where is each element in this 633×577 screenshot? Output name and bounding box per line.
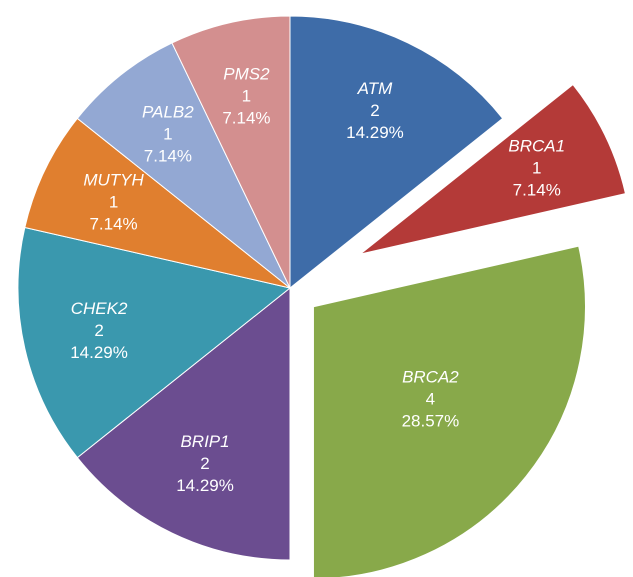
slice-percent: 7.14% <box>513 181 561 200</box>
pie-slice <box>76 286 291 561</box>
slice-value: 1 <box>109 193 118 212</box>
slice-percent: 7.14% <box>89 215 137 234</box>
slice-value: 1 <box>163 124 172 143</box>
slice-value: 2 <box>94 321 103 340</box>
slice-name: MUTYH <box>83 171 144 190</box>
pie-slice <box>171 15 291 289</box>
pie-slice <box>289 15 504 290</box>
slice-name: BRCA2 <box>402 367 459 386</box>
pie-slice <box>359 83 627 255</box>
slice-percent: 7.14% <box>144 146 192 165</box>
slice-name: PMS2 <box>223 65 270 84</box>
pie-slice <box>24 117 291 289</box>
slice-percent: 14.29% <box>176 476 234 495</box>
slice-percent: 14.29% <box>70 343 128 362</box>
slice-name: ATM <box>357 79 393 98</box>
slice-value: 1 <box>242 87 251 106</box>
slice-value: 2 <box>200 454 209 473</box>
slice-name: CHEK2 <box>71 299 128 318</box>
pie-slice <box>76 42 291 289</box>
slice-name: PALB2 <box>142 102 194 121</box>
slice-percent: 7.14% <box>222 109 270 128</box>
slice-percent: 28.57% <box>402 411 460 430</box>
slice-value: 2 <box>370 101 379 120</box>
slice-percent: 14.29% <box>346 123 404 142</box>
slice-name: BRCA1 <box>508 137 565 156</box>
pie-slice <box>17 226 292 459</box>
slice-name: BRIP1 <box>180 432 229 451</box>
pie-slice <box>312 245 586 577</box>
slice-value: 1 <box>532 159 541 178</box>
slice-value: 4 <box>426 389 435 408</box>
